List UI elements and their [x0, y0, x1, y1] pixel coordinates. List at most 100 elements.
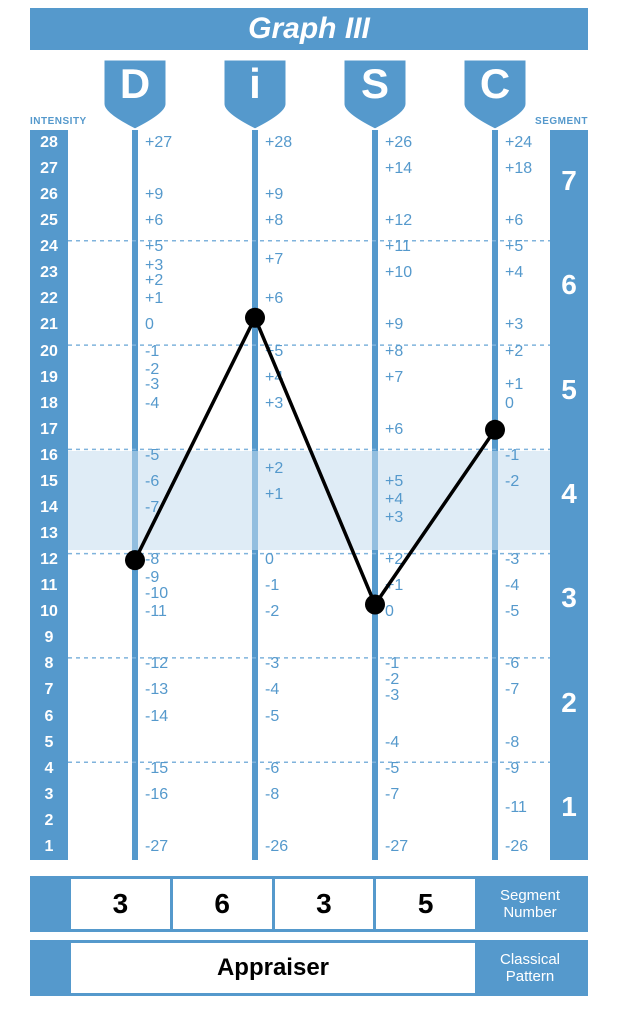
value-C-2.5: -11: [505, 799, 555, 817]
value-C-24: +5: [505, 238, 555, 256]
value-D-26: +9: [145, 186, 195, 204]
segment-row-4: 4: [550, 478, 588, 510]
intensity-row-27: 27: [30, 160, 68, 178]
intensity-row-5: 5: [30, 734, 68, 752]
value-D-15: -6: [145, 473, 195, 491]
value-i-15.5: +2: [265, 460, 315, 478]
value-C-18: 0: [505, 395, 555, 413]
intensity-row-15: 15: [30, 473, 68, 491]
intensity-row-22: 22: [30, 290, 68, 308]
value-S-10: 0: [385, 603, 435, 621]
value-S-12: +2: [385, 551, 435, 569]
value-C-8: -6: [505, 655, 555, 673]
value-S-17: +6: [385, 421, 435, 439]
intensity-row-20: 20: [30, 343, 68, 361]
result-i: 6: [173, 879, 275, 929]
value-S-6.8: -3: [385, 687, 435, 705]
pattern-name: Appraiser: [71, 943, 475, 993]
value-i-12: 0: [265, 551, 315, 569]
value-S-15: +5: [385, 473, 435, 491]
value-D-1: -27: [145, 838, 195, 856]
value-D-14: -7: [145, 499, 195, 517]
value-D-7: -13: [145, 681, 195, 699]
segment-row-7: 7: [550, 165, 588, 197]
intensity-row-4: 4: [30, 760, 68, 778]
value-S-24: +11: [385, 238, 435, 256]
value-D-10: -11: [145, 603, 195, 621]
intensity-row-19: 19: [30, 369, 68, 387]
value-S-1: -27: [385, 838, 435, 856]
value-i-4: -6: [265, 760, 315, 778]
intensity-row-9: 9: [30, 629, 68, 647]
value-C-7: -7: [505, 681, 555, 699]
value-D-20: -1: [145, 343, 195, 361]
value-i-11: -1: [265, 577, 315, 595]
result-D: 3: [71, 879, 173, 929]
segment-row-6: 6: [550, 269, 588, 301]
results-table: 3 6 3 5 SegmentNumber Appraiser Classica…: [30, 868, 588, 996]
value-D-4: -15: [145, 760, 195, 778]
intensity-row-24: 24: [30, 238, 68, 256]
value-S-5: -4: [385, 734, 435, 752]
intensity-row-21: 21: [30, 316, 68, 334]
value-C-23: +4: [505, 264, 555, 282]
intensity-row-14: 14: [30, 499, 68, 517]
result-S: 3: [275, 879, 377, 929]
intensity-row-11: 11: [30, 577, 68, 595]
value-D-24: +5: [145, 238, 195, 256]
svg-text:D: D: [120, 60, 150, 107]
value-i-26: +9: [265, 186, 315, 204]
intensity-row-25: 25: [30, 212, 68, 230]
value-S-28: +26: [385, 134, 435, 152]
value-i-7: -4: [265, 681, 315, 699]
value-S-20: +8: [385, 343, 435, 361]
segment-number-label: SegmentNumber: [475, 879, 585, 929]
value-i-25: +8: [265, 212, 315, 230]
value-S-21: +9: [385, 316, 435, 334]
value-C-10: -5: [505, 603, 555, 621]
value-C-11: -4: [505, 577, 555, 595]
value-i-8: -3: [265, 655, 315, 673]
intensity-row-6: 6: [30, 708, 68, 726]
disc-header-D: D: [100, 56, 170, 132]
result-C: 5: [376, 879, 475, 929]
value-D-22: +1: [145, 290, 195, 308]
row-left-cap: [33, 879, 71, 929]
value-D-3: -16: [145, 786, 195, 804]
chart-area: 2827262524232221201918171615141312111098…: [30, 130, 588, 860]
value-S-3: -7: [385, 786, 435, 804]
intensity-row-10: 10: [30, 603, 68, 621]
value-S-27: +14: [385, 160, 435, 178]
value-D-22.7: +2: [145, 272, 195, 290]
value-S-13.6: +3: [385, 509, 435, 527]
value-C-5: -8: [505, 734, 555, 752]
svg-text:i: i: [249, 60, 261, 107]
intensity-row-23: 23: [30, 264, 68, 282]
intensity-row-28: 28: [30, 134, 68, 152]
segment-row-5: 5: [550, 374, 588, 406]
segment-row-3: 3: [550, 582, 588, 614]
value-C-16: -1: [505, 447, 555, 465]
value-i-28: +28: [265, 134, 315, 152]
svg-text:C: C: [480, 60, 510, 107]
disc-header-i: i: [220, 56, 290, 132]
value-D-21: 0: [145, 316, 195, 334]
segment-row-1: 1: [550, 791, 588, 823]
segment-axis-label: SEGMENT: [535, 116, 588, 127]
value-S-25: +12: [385, 212, 435, 230]
value-C-27: +18: [505, 160, 555, 178]
value-S-4: -5: [385, 760, 435, 778]
row-left-cap: [33, 943, 71, 993]
value-C-1: -26: [505, 838, 555, 856]
value-S-19: +7: [385, 369, 435, 387]
value-i-3: -8: [265, 786, 315, 804]
value-i-18: +3: [265, 395, 315, 413]
value-D-25: +6: [145, 212, 195, 230]
classical-pattern-row: Appraiser ClassicalPattern: [30, 940, 588, 996]
intensity-row-1: 1: [30, 838, 68, 856]
disc-header-S: S: [340, 56, 410, 132]
value-C-20: +2: [505, 343, 555, 361]
value-D-18: -4: [145, 395, 195, 413]
value-D-6: -14: [145, 708, 195, 726]
intensity-row-7: 7: [30, 681, 68, 699]
